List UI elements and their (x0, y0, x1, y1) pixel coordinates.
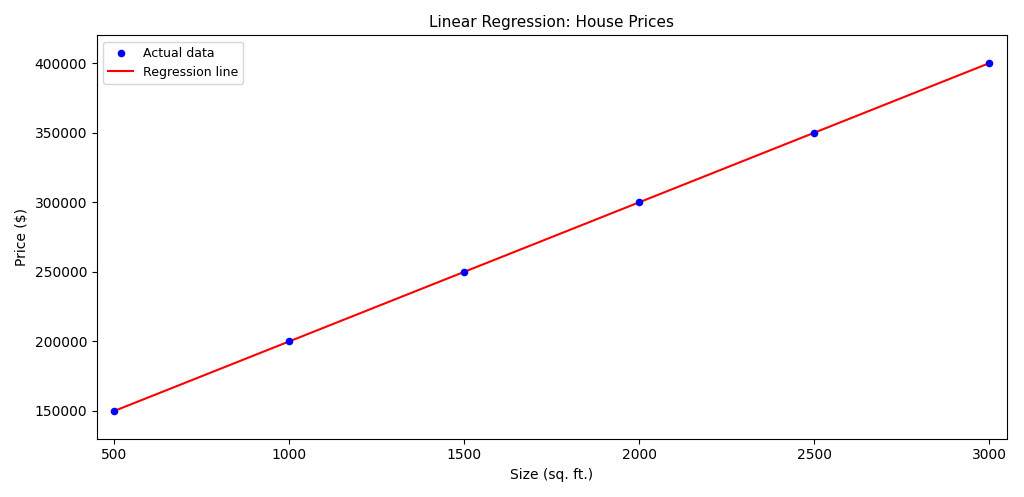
X-axis label: Size (sq. ft.): Size (sq. ft.) (510, 468, 593, 482)
Actual data (981, 59, 997, 67)
Regression line (109, 408, 121, 414)
Legend: Actual data, Regression line: Actual data, Regression line (103, 42, 244, 84)
Actual data (806, 129, 822, 137)
Actual data (456, 268, 472, 276)
Regression line (846, 115, 858, 121)
Actual data (106, 407, 123, 415)
Regression line (112, 407, 124, 413)
Regression line (983, 60, 995, 66)
Regression line (644, 195, 656, 201)
Regression line (626, 202, 638, 208)
Y-axis label: Price ($): Price ($) (15, 208, 29, 266)
Line: Regression line: Regression line (115, 63, 989, 411)
Regression line (629, 201, 641, 207)
Actual data (631, 198, 647, 206)
Regression line (901, 93, 913, 99)
Actual data (282, 337, 298, 345)
Title: Linear Regression: House Prices: Linear Regression: House Prices (429, 15, 675, 30)
